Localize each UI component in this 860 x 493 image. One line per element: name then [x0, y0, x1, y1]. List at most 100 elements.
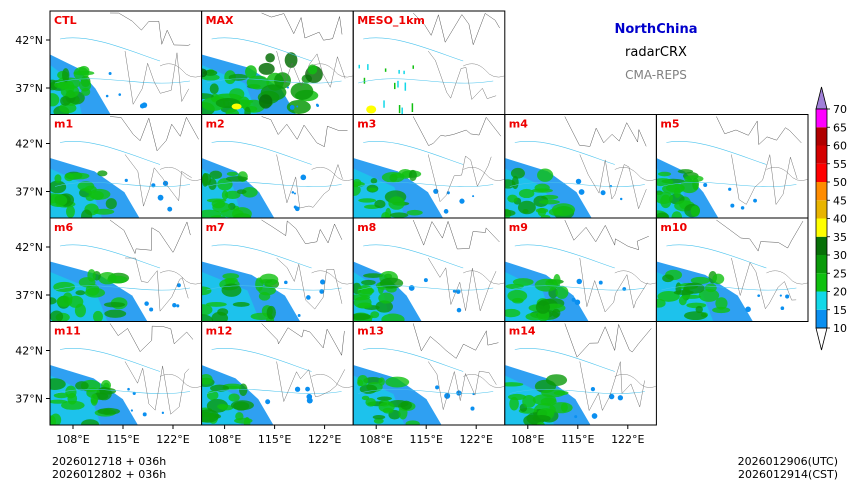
- echo-cell: [353, 313, 371, 321]
- river-line: [363, 141, 464, 165]
- init-time-block: 2026012718 + 036h 2026012802 + 036h: [52, 455, 166, 481]
- echo-speck: [162, 180, 169, 186]
- colorbar-label: 50: [833, 176, 847, 189]
- echo-speck: [408, 285, 415, 291]
- echo-cell: [255, 277, 264, 292]
- echo-cell: [206, 301, 227, 307]
- echo-cell: [201, 286, 212, 296]
- echo-speck: [609, 184, 613, 188]
- echo-cell: [210, 215, 226, 218]
- coastline: [159, 63, 202, 78]
- echo-cell: [504, 308, 521, 318]
- lon-tick-label: 108°E: [208, 433, 241, 446]
- echo-cell: [381, 171, 405, 183]
- echo-cell: [258, 94, 273, 109]
- echo-cell: [228, 73, 248, 81]
- echo-cell: [258, 62, 275, 75]
- border-line: [428, 50, 497, 100]
- echo-cell: [353, 178, 362, 187]
- colorbar-segment: [816, 255, 827, 274]
- echo-cell: [535, 300, 550, 314]
- river-line: [363, 37, 464, 62]
- panel-label: m5: [660, 118, 679, 131]
- map-panel-MAX: MAX: [201, 10, 354, 115]
- coastline: [463, 374, 505, 388]
- echo-cell: [537, 207, 547, 217]
- map-panel-m5: m5: [655, 114, 809, 219]
- echo-cell: [266, 305, 276, 320]
- echo-cell: [657, 291, 680, 302]
- river-line: [206, 285, 342, 291]
- river-line: [54, 181, 191, 187]
- lat-tick-label: 42°N: [15, 138, 43, 151]
- echo-streak: [358, 64, 360, 69]
- echo-speck: [286, 86, 289, 89]
- echo-speck: [757, 294, 761, 298]
- river-line: [363, 348, 464, 372]
- valid-time-cst: 2026012914(CST): [738, 468, 838, 481]
- colorbar-label: 20: [833, 286, 847, 299]
- echo-speck: [575, 178, 582, 185]
- panel-label: m12: [206, 325, 233, 338]
- echo-cell: [241, 186, 258, 198]
- echo-cell: [368, 187, 378, 192]
- panel-label: m8: [357, 221, 376, 234]
- echo-cell: [236, 189, 247, 195]
- map-panel-m3: m3: [352, 114, 506, 219]
- echo-cell: [374, 199, 386, 209]
- river-line: [211, 348, 312, 372]
- panel-label: m13: [357, 325, 384, 338]
- coastline: [159, 167, 202, 181]
- echo-cell: [551, 203, 576, 217]
- echo-cell: [225, 176, 248, 182]
- river-line: [358, 181, 494, 187]
- border-line: [109, 116, 199, 152]
- border-line: [716, 116, 802, 146]
- echo-cell: [388, 196, 405, 210]
- echo-speck: [293, 205, 297, 209]
- river-line: [514, 141, 615, 165]
- echo-cell: [245, 65, 257, 79]
- river-line: [59, 37, 161, 62]
- echo-streak: [367, 64, 369, 70]
- echo-cell: [225, 108, 240, 115]
- echo-cell: [507, 194, 518, 203]
- lat-tick-label: 42°N: [15, 241, 43, 254]
- echo-cell: [235, 412, 244, 421]
- echo-speck: [139, 103, 145, 109]
- echo-cell: [201, 409, 219, 423]
- echo-speck: [176, 283, 181, 288]
- echo-cell: [509, 396, 519, 411]
- echo-speck: [293, 192, 296, 195]
- lon-tick-label: 122°E: [459, 433, 492, 446]
- echo-streak: [383, 100, 385, 108]
- river-line: [54, 285, 191, 291]
- lon-tick-label: 122°E: [156, 433, 189, 446]
- colorbar-label: 70: [833, 103, 847, 116]
- echo-cell: [537, 168, 554, 182]
- echo-speck: [305, 386, 310, 392]
- echo-speck: [785, 294, 790, 299]
- echo-speck: [740, 206, 745, 210]
- panel-label: m7: [206, 221, 225, 234]
- border-line: [731, 257, 797, 310]
- lat-tick-label: 37°N: [15, 289, 43, 302]
- river-line: [666, 141, 767, 165]
- echo-cell: [224, 277, 238, 283]
- echo-cell: [373, 418, 384, 424]
- echo-speck: [289, 105, 295, 110]
- echo-speck: [316, 104, 320, 107]
- echo-speck: [470, 406, 475, 411]
- echo-cell: [56, 295, 73, 308]
- echo-cell: [232, 302, 250, 307]
- colorbar-segment: [816, 291, 827, 310]
- lat-tick-label: 37°N: [15, 393, 43, 406]
- echo-cell: [201, 373, 213, 385]
- echo-cell: [534, 183, 550, 192]
- echo-cell: [103, 301, 126, 308]
- echo-cell: [97, 170, 108, 177]
- river-line: [54, 388, 191, 394]
- valid-time-block: 2026012906(UTC) 2026012914(CST): [738, 455, 838, 481]
- echo-cell: [92, 310, 103, 322]
- echo-speck: [291, 191, 295, 194]
